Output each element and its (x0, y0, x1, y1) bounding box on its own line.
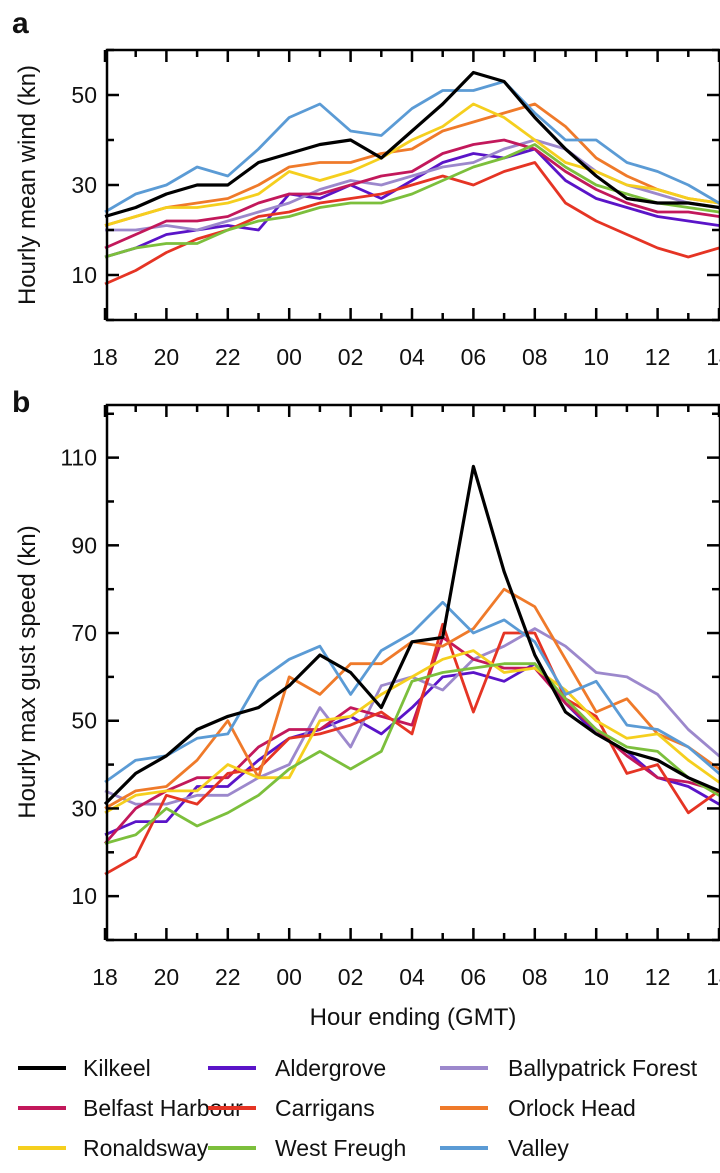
x-tick-label: 08 (522, 964, 548, 990)
x-tick-label: 10 (583, 344, 609, 370)
legend-label: West Freugh (275, 1135, 406, 1161)
x-tick-label: 04 (399, 344, 425, 370)
panel-a-ylabel: Hourly mean wind (kn) (14, 65, 41, 305)
panel-b-ticks: 1820220002040608101214161030507090110 (60, 405, 720, 990)
series-line-aldergrove (104, 147, 720, 259)
series-line-kilkeel (103, 464, 720, 806)
series-line-aldergrove (104, 662, 720, 837)
x-tick-label: 08 (522, 344, 548, 370)
y-tick-label: 10 (71, 883, 97, 909)
y-tick-label: 30 (71, 172, 97, 198)
x-tick-label: 06 (461, 964, 487, 990)
legend-label: Carrigans (275, 1095, 375, 1121)
x-tick-label: 20 (154, 964, 180, 990)
series-line-belfast-harbour (104, 138, 720, 250)
y-tick-label: 70 (71, 620, 97, 646)
x-tick-label: 02 (338, 964, 364, 990)
series-line-ronaldsway (104, 649, 720, 815)
y-tick-label: 10 (71, 262, 97, 288)
legend-label: Aldergrove (275, 1055, 386, 1081)
x-tick-label: 12 (645, 344, 671, 370)
x-tick-label: 00 (276, 964, 302, 990)
x-tick-label: 10 (583, 964, 609, 990)
legend-label: Orlock Head (508, 1095, 636, 1121)
legend-label: Ballypatrick Forest (508, 1055, 698, 1081)
panel-b-max-gust: b 1820220002040608101214161030507090110 … (12, 386, 720, 1031)
x-tick-label: 00 (276, 344, 302, 370)
y-tick-label: 110 (60, 445, 97, 471)
x-tick-label: 22 (215, 344, 241, 370)
panel-b-xlabel: Hour ending (GMT) (310, 1004, 517, 1031)
series-line-valley (104, 600, 720, 784)
series-line-west-freugh (104, 143, 720, 259)
y-tick-label: 90 (71, 532, 97, 558)
x-tick-label: 02 (338, 344, 364, 370)
legend-label: Kilkeel (83, 1055, 151, 1081)
y-tick-label: 50 (71, 82, 97, 108)
series-line-ronaldsway (104, 102, 720, 227)
legend-label: Valley (508, 1135, 569, 1161)
panel-b-letter: b (12, 386, 30, 419)
x-tick-label: 14 (706, 344, 720, 370)
series-line-kilkeel (104, 70, 720, 219)
panel-b-series-group (103, 464, 720, 876)
panel-b-ylabel: Hourly max gust speed (kn) (14, 525, 41, 818)
x-tick-label: 06 (461, 344, 487, 370)
legend-label: Ronaldsway (83, 1135, 209, 1161)
x-tick-label: 14 (706, 964, 720, 990)
panel-a-mean-wind: a 182022000204060810121416103050 Hourly … (12, 7, 720, 370)
y-tick-label: 30 (71, 795, 97, 821)
series-line-ballypatrick-forest (104, 627, 720, 806)
x-tick-label: 20 (154, 344, 180, 370)
x-tick-label: 18 (92, 964, 118, 990)
series-line-belfast-harbour (103, 636, 720, 845)
panel-a-letter: a (12, 7, 29, 40)
y-tick-label: 50 (71, 708, 97, 734)
x-tick-label: 04 (399, 964, 425, 990)
panel-a-series-group (104, 70, 720, 286)
legend: Kilkeel Aldergrove Ballypatrick ForestBelf… (18, 1055, 698, 1161)
series-line-carrigans (104, 622, 720, 876)
panel-b-frame (105, 403, 720, 942)
x-tick-label: 18 (92, 344, 118, 370)
x-tick-label: 22 (215, 964, 241, 990)
x-tick-label: 12 (645, 964, 671, 990)
panel-a-ticks: 182022000204060810121416103050 (71, 48, 720, 370)
